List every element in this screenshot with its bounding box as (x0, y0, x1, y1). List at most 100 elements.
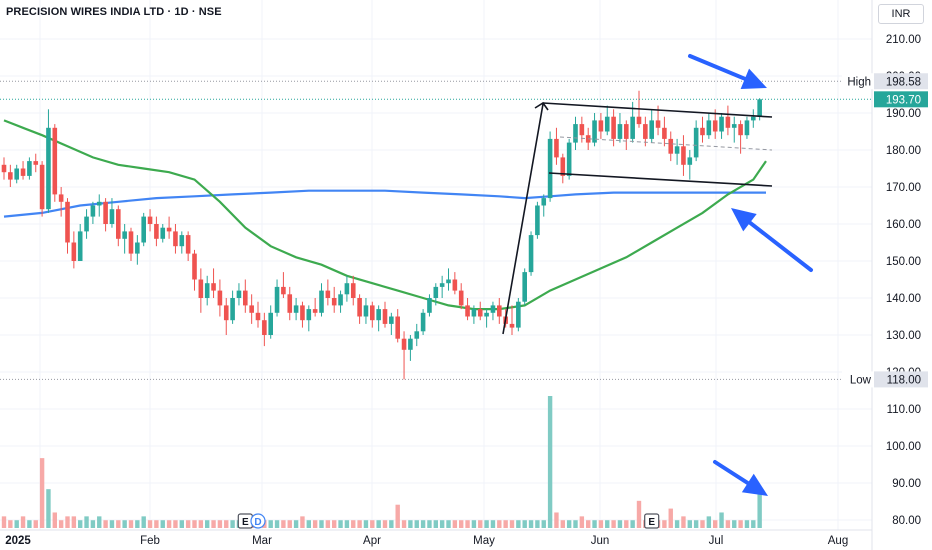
volume-bar (687, 520, 692, 528)
candle-body (58, 194, 64, 202)
candle-body (528, 235, 534, 273)
volume-bar (681, 516, 686, 528)
ma-fast-line (3, 119, 767, 311)
candle-body (84, 216, 89, 232)
symbol-title[interactable]: PRECISION WIRES INDIA LTD · 1D · NSE (6, 6, 222, 18)
candle-body (122, 231, 127, 239)
volume-bar (484, 520, 489, 528)
volume-bar (84, 516, 89, 528)
volume-bar (446, 520, 451, 528)
price-axis[interactable]: 210.00200.00190.00180.00170.00160.00150.… (842, 34, 928, 527)
volume-bar (611, 520, 616, 528)
volume-bar (103, 520, 108, 528)
volume-bar (497, 520, 502, 528)
time-axis[interactable]: 2025 Feb Mar Apr May Jun Jul Aug (5, 535, 848, 547)
volume-bar (433, 520, 438, 528)
volume-bar (662, 520, 667, 528)
candle-body (46, 127, 51, 210)
candle-body (674, 146, 680, 154)
volume-bar (33, 520, 38, 528)
candle-body (262, 320, 267, 335)
volume-bar (452, 520, 458, 528)
arrow-ma-shaft (747, 220, 813, 272)
volume-bar (71, 516, 77, 528)
price-tick-label: 100.00 (886, 441, 921, 453)
volume-bar (490, 520, 496, 528)
volume-bar (109, 520, 115, 528)
candle-body (52, 127, 58, 195)
volume-bar (293, 520, 299, 528)
volume-bar (408, 520, 413, 528)
volume-bar (135, 520, 140, 528)
volume-bar (738, 520, 743, 528)
candle-body (357, 298, 362, 317)
candle-body (458, 290, 464, 306)
volume-bar (268, 520, 273, 528)
candle-body (173, 231, 178, 247)
volume-bar (287, 520, 292, 528)
candle-body (325, 290, 331, 298)
candle-body (751, 116, 756, 121)
candle-body (420, 312, 426, 332)
time-tick-label: Feb (140, 535, 160, 547)
candlesticks[interactable] (1, 90, 762, 380)
candle-body (338, 294, 343, 306)
price-tick-label: 190.00 (886, 108, 921, 120)
candle-body (731, 124, 737, 128)
candle-body (268, 312, 273, 335)
currency-button[interactable]: INR (878, 4, 924, 24)
volume-bar (351, 520, 356, 528)
high-marker-label: High (847, 76, 871, 88)
volume-bar (414, 520, 419, 528)
candle-body (712, 120, 718, 132)
dividend-badge (250, 513, 266, 529)
candle-body (611, 116, 616, 139)
arrow-ma-head (731, 208, 757, 232)
ma-slow-line (3, 189, 766, 218)
flagpole-line (502, 103, 544, 335)
volume-bar (344, 520, 350, 528)
volume-bar (535, 520, 540, 528)
candle-body (116, 209, 121, 239)
volume-bar (509, 520, 515, 528)
candle-body (598, 120, 604, 132)
volume-bar (185, 520, 191, 528)
candle-body (490, 305, 496, 313)
volume-bar (281, 520, 286, 528)
candle-body (96, 201, 102, 206)
candle-body (617, 124, 623, 139)
candle-body (579, 124, 585, 136)
volume-bar (332, 520, 337, 528)
price-tick-label: 80.00 (892, 515, 921, 527)
high-marker-value: 198.58 (886, 76, 921, 88)
volume-bar (605, 520, 610, 528)
volume-bar (439, 520, 445, 528)
volume-bar (116, 520, 121, 528)
candle-body (477, 309, 483, 317)
volume-bar (154, 520, 159, 528)
volume-bar (97, 516, 102, 528)
volume-bar (624, 520, 629, 528)
candle-body (33, 161, 39, 165)
candle-body (166, 227, 172, 232)
volume-bar (382, 520, 388, 528)
volume-bar (719, 512, 724, 528)
volume-bar (744, 520, 750, 528)
volume-bar (586, 520, 591, 528)
volume-bar (592, 520, 597, 528)
candle-body (154, 224, 159, 239)
arrow-high-head (740, 68, 767, 89)
candle-body (547, 138, 553, 199)
candle-body (668, 138, 674, 154)
volume-bar (1, 516, 7, 528)
time-tick-label: 2025 (5, 535, 31, 547)
volume-bar (27, 520, 32, 528)
candle-body (509, 323, 515, 328)
volume-bar (122, 520, 127, 528)
volume-bar (516, 520, 521, 528)
candle-body (363, 305, 369, 317)
high-marker-tag (874, 73, 928, 90)
volume-bar (128, 520, 134, 528)
